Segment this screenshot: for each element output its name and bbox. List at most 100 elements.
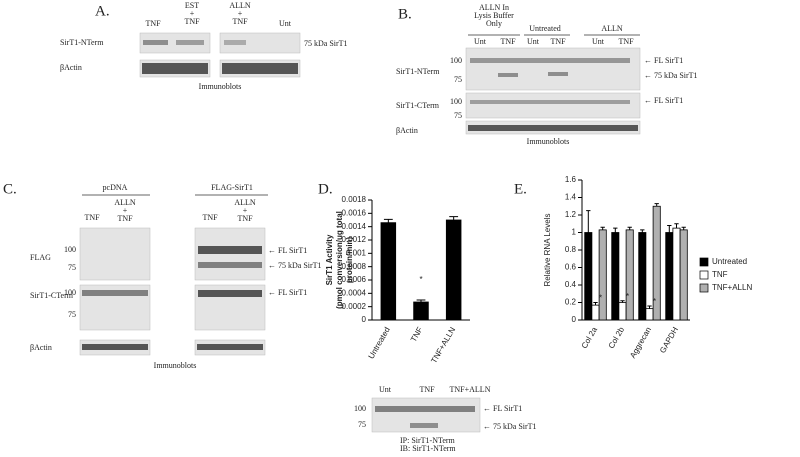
y-axis-title: SirT1 Activity: [325, 234, 334, 285]
size-marker: 75: [68, 263, 76, 272]
arrow: ←: [268, 246, 276, 255]
band: [176, 40, 204, 45]
row-label: βActin: [30, 343, 52, 352]
row-label: βActin: [396, 126, 418, 135]
band-label: FL SirT1: [654, 56, 683, 65]
size-marker: 75: [358, 420, 366, 429]
size-marker: 100: [450, 97, 462, 106]
band: [198, 290, 262, 297]
error-bar: [613, 227, 618, 233]
lane-label: TNF: [184, 17, 200, 26]
lane-label: TNF: [232, 17, 248, 26]
error-bar: [600, 226, 605, 230]
lane-label: ALLN: [114, 198, 136, 207]
arrow: ←: [644, 71, 652, 80]
error-bar: [586, 210, 591, 233]
arrow: ←: [644, 56, 652, 65]
y-tick-label: 0.8: [565, 245, 577, 254]
footer: Immunoblots: [527, 137, 570, 146]
legend-swatch: [699, 270, 709, 280]
group-label: Lysis Buffer: [474, 11, 514, 20]
band-label: FL SirT1: [654, 96, 683, 105]
bar: [611, 232, 620, 321]
error-bar: [449, 216, 459, 220]
lane-label: Unt: [279, 19, 292, 28]
lane-label: TNF: [419, 385, 435, 394]
y-tick-label: 0.0016: [342, 208, 367, 217]
y-axis-title: (pmol conversion/ug total: [335, 211, 344, 309]
band: [82, 290, 148, 296]
blot: [139, 32, 211, 54]
bar: [445, 219, 462, 321]
annotation: *: [419, 275, 422, 284]
band: [222, 63, 298, 74]
legend-swatch: [699, 283, 709, 293]
band: [197, 344, 263, 350]
lane-label: +: [243, 206, 248, 215]
band-label: FL SirT1: [278, 288, 307, 297]
blot: [465, 47, 641, 91]
y-tick-label: 1.6: [565, 175, 577, 184]
lane-label: +: [190, 9, 195, 18]
lane-label: TNF: [145, 19, 161, 28]
legend-swatch: [699, 257, 709, 267]
blot: [79, 227, 151, 281]
bar: [672, 227, 681, 321]
caption: IP: SirT1-NTerm: [400, 436, 456, 445]
bar: [598, 229, 607, 321]
band: [470, 100, 630, 104]
bar: [584, 232, 593, 321]
band: [375, 406, 475, 412]
size-marker: 75: [454, 75, 462, 84]
panel-label: A.: [95, 3, 110, 19]
error-bar: [654, 203, 659, 207]
group-label: Only: [486, 19, 502, 28]
y-tick-label: 1: [572, 228, 577, 237]
error-bar: [640, 229, 645, 233]
lane-label: +: [238, 9, 243, 18]
error-bar: [667, 225, 672, 233]
error-bar: [627, 226, 632, 230]
lane-label: ALLN: [229, 1, 251, 10]
panel-label: B.: [398, 6, 412, 22]
caption: IB: SirT1-NTerm: [400, 444, 456, 453]
footer: Immunoblots: [154, 361, 197, 370]
legend-label: TNF: [712, 270, 728, 279]
lane-label: TNF: [500, 37, 516, 46]
error-bar: [416, 299, 426, 302]
bar: [625, 229, 634, 321]
panel-label: C.: [3, 181, 17, 197]
annotation: *: [653, 297, 656, 306]
lane-label: Unt: [527, 37, 540, 46]
footer: Immunoblots: [199, 82, 242, 91]
band: [224, 40, 246, 45]
band: [470, 58, 630, 63]
lane-label: Unt: [592, 37, 605, 46]
annotation: *: [626, 292, 629, 301]
arrow: ←: [483, 404, 491, 413]
size-marker: 75: [68, 310, 76, 319]
row-label: SirT1-CTerm: [30, 291, 74, 300]
band-label: 75 kDa SirT1: [278, 261, 322, 270]
y-tick-label: 0.0006: [342, 275, 367, 284]
lane-label: EST: [185, 1, 199, 10]
panel-label: E.: [514, 181, 527, 197]
band-label: FL SirT1: [278, 246, 307, 255]
arrow: ←: [644, 96, 652, 105]
row-label: SirT1-NTerm: [396, 67, 440, 76]
error-bar: [593, 302, 598, 306]
band: [143, 40, 168, 45]
group-label: ALLN In: [479, 3, 509, 12]
band: [548, 72, 568, 76]
bar: [638, 232, 647, 321]
row-label: SirT1-NTerm: [60, 38, 104, 47]
band: [468, 125, 638, 131]
x-tick-label: Untreated: [367, 326, 392, 361]
row-label: SirT1-CTerm: [396, 101, 440, 110]
y-tick-label: 0.0002: [342, 302, 367, 311]
band: [198, 246, 262, 254]
legend-label: TNF+ALLN: [712, 283, 752, 292]
band: [498, 73, 518, 77]
lane-label: Unt: [379, 385, 392, 394]
